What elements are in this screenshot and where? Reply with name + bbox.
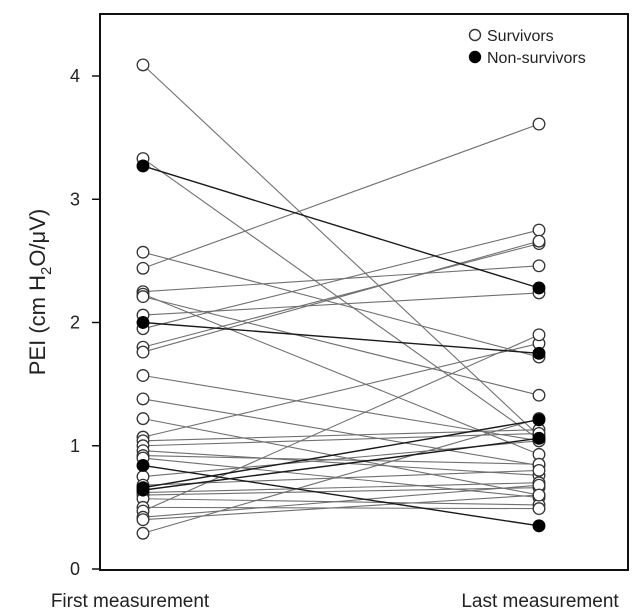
y-axis: 0 1 2 3 4 [70, 66, 100, 579]
point-first-12 [137, 393, 149, 405]
x-category-label-0: First measurement [51, 591, 210, 612]
point-first-32 [137, 460, 149, 472]
legend-label-survivors: Survivors [487, 28, 554, 45]
y-tick-label-4: 4 [70, 66, 80, 86]
point-first-10 [137, 346, 149, 358]
point-first-28 [137, 514, 149, 526]
y-tick-label-2: 2 [70, 313, 80, 333]
y-tick-label-3: 3 [70, 189, 80, 209]
y-axis-label-subscript: 2 [38, 267, 55, 275]
pair-line-2 [143, 252, 539, 357]
pair-line-32 [143, 465, 539, 525]
point-first-29 [137, 527, 149, 539]
legend: Survivors Non-survivors [470, 28, 586, 67]
point-last-30 [533, 282, 545, 294]
legend-label-non-survivors: Non-survivors [487, 50, 586, 67]
legend-marker-non-survivors [470, 52, 481, 63]
point-last-25 [533, 503, 545, 515]
point-first-31 [137, 317, 149, 329]
point-first-6 [137, 291, 149, 303]
point-last-28 [533, 489, 545, 501]
pair-line-3 [143, 124, 539, 268]
point-last-26 [533, 329, 545, 341]
point-last-10 [533, 235, 545, 247]
y-axis-label-prefix: PEI (cm H [25, 275, 50, 375]
y-axis-label: PEI (cm H2O/μV) [25, 209, 55, 375]
x-axis: First measurement Last measurement [51, 591, 620, 612]
point-first-11 [137, 370, 149, 382]
legend-marker-survivors [470, 30, 481, 41]
point-last-6 [533, 389, 545, 401]
point-last-33 [533, 414, 545, 426]
point-last-31 [533, 348, 545, 360]
point-first-13 [137, 413, 149, 425]
pair-line-27 [143, 485, 539, 517]
point-first-0 [137, 59, 149, 71]
point-last-32 [533, 520, 545, 532]
point-last-3 [533, 118, 545, 130]
y-tick-label-0: 0 [70, 559, 80, 579]
point-last-21 [533, 465, 545, 477]
x-category-label-1: Last measurement [461, 591, 619, 612]
point-last-34 [533, 433, 545, 445]
point-first-2 [137, 246, 149, 258]
point-last-4 [533, 260, 545, 272]
y-tick-label-1: 1 [70, 436, 80, 456]
point-first-3 [137, 262, 149, 274]
pair-line-1 [143, 159, 539, 440]
point-first-30 [137, 160, 149, 172]
point-last-8 [533, 224, 545, 236]
pair-line-29 [143, 419, 539, 534]
pair-line-24 [143, 499, 539, 505]
pair-line-9 [143, 244, 539, 348]
point-first-34 [137, 484, 149, 496]
pair-lines [143, 65, 539, 533]
pair-line-30 [143, 166, 539, 288]
pair-line-8 [143, 230, 539, 329]
pair-line-31 [143, 323, 539, 354]
pair-line-12 [143, 399, 539, 466]
y-axis-label-suffix: O/μV) [25, 209, 50, 267]
